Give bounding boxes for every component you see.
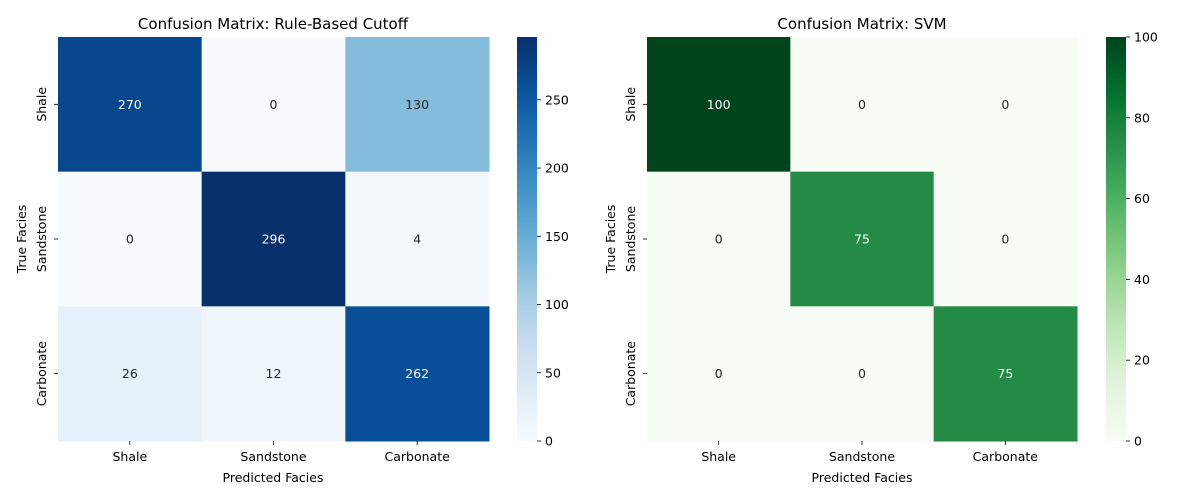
cell-value-label: 270 (118, 97, 142, 112)
heatmap-cell (790, 171, 935, 307)
heatmap-cell (58, 306, 203, 442)
colorbar-tick-label: 250 (545, 92, 569, 107)
x-tick-labels: Shale Sandstone Carbonate (701, 441, 1038, 464)
cell-value-label: 4 (413, 232, 421, 247)
colorbar-tick-label: 200 (545, 161, 569, 176)
cell-value-label: 0 (715, 232, 723, 247)
x-tick-label: Shale (701, 449, 736, 464)
y-tick-label: Sandstone (623, 206, 638, 272)
colorbar-gradient (1106, 37, 1126, 441)
heatmap-cell (933, 171, 1078, 307)
cell-value-label: 0 (858, 366, 866, 381)
heatmap-cell (58, 37, 203, 173)
cell-value-label: 262 (405, 366, 429, 381)
colorbar-tick-label: 20 (1134, 353, 1150, 368)
colorbar: 0 20 40 60 80 100 (1106, 30, 1158, 449)
colorbar-tick-label: 150 (545, 229, 569, 244)
cell-value-label: 100 (707, 97, 731, 112)
x-tick-labels: Shale Sandstone Carbonate (112, 441, 450, 464)
y-tick-label: Carbonate (623, 341, 638, 407)
cell-value-label: 0 (1001, 232, 1009, 247)
heatmap-cells: 270 0 130 0 296 4 26 12 262 (58, 37, 490, 442)
colorbar-tick-label: 60 (1134, 191, 1150, 206)
heatmap-cells: 100 0 0 0 75 0 0 0 75 (647, 37, 1078, 442)
heatmap-cell (201, 37, 346, 173)
heatmap-cell (790, 37, 935, 173)
y-tick-label: Sandstone (34, 206, 49, 272)
heatmap-cell (647, 171, 791, 307)
heatmap-cell (201, 306, 346, 442)
x-axis-label: Predicted Facies (812, 470, 913, 485)
colorbar-tick-label: 100 (545, 297, 569, 312)
cell-value-label: 0 (270, 97, 278, 112)
y-tick-label: Shale (623, 87, 638, 122)
y-tick-labels: Shale Sandstone Carbonate (623, 87, 647, 407)
heatmap-cell (933, 37, 1078, 173)
colorbar: 0 50 100 150 200 250 (517, 37, 569, 449)
heatmap-cell (647, 37, 791, 173)
x-axis-label: Predicted Facies (223, 470, 324, 485)
colorbar-gradient (517, 37, 537, 441)
heatmap-panel-rule-based: Confusion Matrix: Rule-Based Cutoff 270 0… (14, 15, 569, 485)
cell-value-label: 26 (122, 366, 138, 381)
cell-value-label: 12 (266, 366, 282, 381)
x-tick-label: Carbonate (973, 449, 1039, 464)
y-axis-label: True Facies (14, 205, 29, 275)
cell-value-label: 0 (126, 232, 134, 247)
colorbar-tick-label: 40 (1134, 272, 1150, 287)
cell-value-label: 75 (854, 232, 870, 247)
heatmap-cell (790, 306, 935, 442)
colorbar-tick-label: 50 (545, 365, 561, 380)
y-tick-label: Carbonate (34, 341, 49, 407)
x-tick-label: Sandstone (829, 449, 895, 464)
heatmap-cell (345, 37, 490, 173)
cell-value-label: 0 (715, 366, 723, 381)
colorbar-tick-label: 0 (545, 434, 553, 449)
x-tick-label: Carbonate (385, 449, 451, 464)
colorbar-tick-label: 80 (1134, 110, 1150, 125)
chart-title: Confusion Matrix: SVM (777, 15, 946, 33)
x-tick-label: Shale (112, 449, 147, 464)
cell-value-label: 130 (405, 97, 429, 112)
heatmap-panel-svm: Confusion Matrix: SVM 100 0 0 0 75 0 0 0 75 Shal… (603, 15, 1158, 485)
chart-title: Confusion Matrix: Rule-Based Cutoff (138, 15, 409, 33)
y-tick-label: Shale (34, 87, 49, 122)
y-axis-label: True Facies (603, 205, 618, 275)
cell-value-label: 75 (997, 366, 1013, 381)
heatmap-cell (58, 171, 203, 307)
y-tick-labels: Shale Sandstone Carbonate (34, 87, 58, 407)
heatmap-cell (647, 306, 791, 442)
heatmap-cell (345, 306, 490, 442)
cell-value-label: 296 (262, 232, 286, 247)
cell-value-label: 0 (1001, 97, 1009, 112)
colorbar-tick-label: 100 (1134, 30, 1158, 45)
x-tick-label: Sandstone (240, 449, 306, 464)
colorbar-tick-label: 0 (1134, 434, 1142, 449)
cell-value-label: 0 (858, 97, 866, 112)
heatmap-cell (933, 306, 1078, 442)
heatmap-cell (201, 171, 346, 307)
heatmap-cell (345, 171, 490, 307)
